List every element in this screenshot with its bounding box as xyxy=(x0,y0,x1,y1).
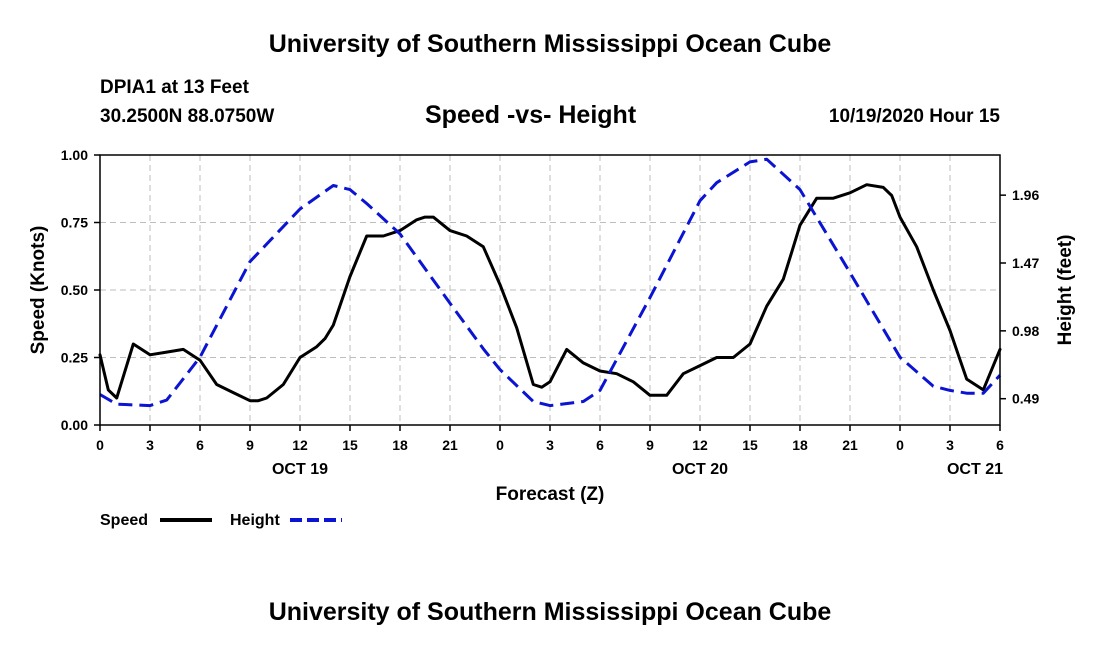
y-tick-label-right: 0.98 xyxy=(1012,323,1039,339)
x-tick-label: 12 xyxy=(692,437,708,453)
x-tick-label: 15 xyxy=(342,437,358,453)
x-tick-label: 12 xyxy=(292,437,308,453)
y-tick-label-right: 1.47 xyxy=(1012,255,1039,271)
x-tick-label: 3 xyxy=(546,437,554,453)
date-label: OCT 21 xyxy=(947,461,1003,478)
x-tick-label: 18 xyxy=(392,437,408,453)
legend: Speed Height xyxy=(100,512,342,529)
x-axis-label: Forecast (Z) xyxy=(496,484,605,505)
legend-label-speed: Speed xyxy=(100,512,148,529)
x-tick-label: 9 xyxy=(646,437,654,453)
date-label: OCT 19 xyxy=(272,461,328,478)
y-tick-label-left: 0.00 xyxy=(61,417,88,433)
x-tick-label: 6 xyxy=(596,437,604,453)
x-tick-label: 3 xyxy=(146,437,154,453)
y-tick-label-left: 0.50 xyxy=(61,282,88,298)
x-tick-label: 6 xyxy=(996,437,1004,453)
series-line-height xyxy=(99,157,1002,408)
y-tick-label-right: 1.96 xyxy=(1012,187,1039,203)
y-tick-label-left: 0.75 xyxy=(61,215,88,231)
x-tick-label: 3 xyxy=(946,437,954,453)
y-tick-label-right: 0.49 xyxy=(1012,391,1039,407)
y-axis-label-left: Speed (Knots) xyxy=(28,226,49,355)
station-label: DPIA1 at 13 Feet xyxy=(100,77,249,98)
x-tick-label: 9 xyxy=(246,437,254,453)
y-axis-label-right: Height (feet) xyxy=(1055,235,1076,346)
x-tick-label: 15 xyxy=(742,437,758,453)
chart-title: Speed -vs- Height xyxy=(425,101,637,129)
x-tick-label: 21 xyxy=(442,437,458,453)
axes: 0 3 6 9 12 15 18 21 0 3 6 9 12 15 18 21 0 3 6 0.00 0.25 0.50 0… xyxy=(61,147,1040,478)
legend-label-height: Height xyxy=(230,512,280,529)
x-tick-label: 6 xyxy=(196,437,204,453)
x-tick-label: 18 xyxy=(792,437,808,453)
grid xyxy=(100,155,1000,425)
coordinates-label: 30.2500N 88.0750W xyxy=(100,106,275,127)
page-title: University of Southern Mississippi Ocean… xyxy=(268,30,832,58)
x-tick-label: 21 xyxy=(842,437,858,453)
x-tick-label: 0 xyxy=(896,437,904,453)
date-label: OCT 20 xyxy=(672,461,728,478)
x-tick-label: 0 xyxy=(96,437,104,453)
x-tick-label: 0 xyxy=(496,437,504,453)
series-line-speed xyxy=(98,183,1002,403)
y-tick-label-left: 0.25 xyxy=(61,350,88,366)
forecast-timestamp: 10/19/2020 Hour 15 xyxy=(828,106,1000,127)
series-lines xyxy=(98,157,1002,408)
footer-title: University of Southern Mississippi Ocean… xyxy=(268,598,832,626)
y-tick-label-left: 1.00 xyxy=(61,147,88,163)
